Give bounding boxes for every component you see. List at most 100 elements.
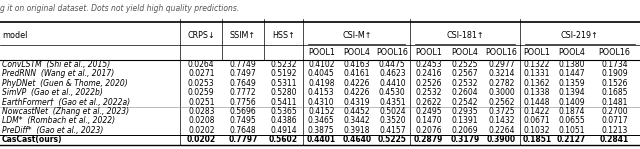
Text: 0.0202: 0.0202 bbox=[187, 135, 216, 144]
Text: 0.4386: 0.4386 bbox=[270, 116, 297, 125]
Text: 0.2127: 0.2127 bbox=[557, 135, 586, 144]
Text: 0.0208: 0.0208 bbox=[188, 116, 214, 125]
Text: 0.3875: 0.3875 bbox=[308, 126, 335, 135]
Text: 0.2532: 0.2532 bbox=[415, 88, 442, 97]
Text: 0.4410: 0.4410 bbox=[379, 79, 406, 88]
Text: 0.1481: 0.1481 bbox=[601, 98, 628, 107]
Text: 0.4475: 0.4475 bbox=[379, 60, 406, 69]
Text: 0.5225: 0.5225 bbox=[378, 135, 407, 144]
Text: 0.5411: 0.5411 bbox=[270, 98, 297, 107]
Text: 0.5280: 0.5280 bbox=[270, 88, 297, 97]
Text: EarthFormer†  (Gao et al., 2022a): EarthFormer† (Gao et al., 2022a) bbox=[2, 98, 130, 107]
Text: 0.1526: 0.1526 bbox=[601, 79, 628, 88]
Text: model: model bbox=[3, 31, 28, 39]
Text: CRPS↓: CRPS↓ bbox=[188, 31, 215, 39]
Text: 0.4161: 0.4161 bbox=[344, 69, 370, 78]
Text: 0.1851: 0.1851 bbox=[522, 135, 552, 144]
Text: 0.5696: 0.5696 bbox=[230, 107, 256, 116]
Text: 0.4452: 0.4452 bbox=[344, 107, 370, 116]
Text: 0.2604: 0.2604 bbox=[452, 88, 478, 97]
Text: 0.1380: 0.1380 bbox=[558, 60, 585, 69]
Text: 0.4914: 0.4914 bbox=[270, 126, 297, 135]
Text: PhyDNet  (Guen & Thome, 2020): PhyDNet (Guen & Thome, 2020) bbox=[2, 79, 127, 88]
Text: 0.2977: 0.2977 bbox=[488, 60, 515, 69]
Text: 0.1874: 0.1874 bbox=[558, 107, 585, 116]
Text: 0.4623: 0.4623 bbox=[379, 69, 406, 78]
Text: 0.5192: 0.5192 bbox=[270, 69, 297, 78]
Text: POOL4: POOL4 bbox=[558, 48, 585, 57]
Text: 0.2453: 0.2453 bbox=[415, 60, 442, 69]
Text: 0.4102: 0.4102 bbox=[308, 60, 335, 69]
Text: 0.5024: 0.5024 bbox=[379, 107, 406, 116]
Text: 0.1909: 0.1909 bbox=[601, 69, 628, 78]
Text: CSI-M↑: CSI-M↑ bbox=[342, 31, 372, 39]
Text: 0.0259: 0.0259 bbox=[188, 88, 214, 97]
Text: POOL1: POOL1 bbox=[524, 48, 550, 57]
Text: 0.1338: 0.1338 bbox=[524, 88, 550, 97]
Text: 0.1359: 0.1359 bbox=[558, 79, 585, 88]
Text: 0.3725: 0.3725 bbox=[488, 107, 515, 116]
Text: 0.2562: 0.2562 bbox=[488, 98, 515, 107]
Text: 0.1213: 0.1213 bbox=[601, 126, 628, 135]
Text: 0.1470: 0.1470 bbox=[415, 116, 442, 125]
Text: 0.1409: 0.1409 bbox=[558, 98, 585, 107]
Text: 0.4226: 0.4226 bbox=[344, 88, 370, 97]
Text: 0.7497: 0.7497 bbox=[230, 69, 256, 78]
Text: 0.1032: 0.1032 bbox=[524, 126, 550, 135]
Text: 0.7648: 0.7648 bbox=[230, 126, 256, 135]
Text: 0.4157: 0.4157 bbox=[379, 126, 406, 135]
Text: CasCast(ours): CasCast(ours) bbox=[2, 135, 63, 144]
Text: 0.2542: 0.2542 bbox=[452, 98, 478, 107]
Text: 0.4351: 0.4351 bbox=[379, 98, 406, 107]
Text: 0.3900: 0.3900 bbox=[487, 135, 516, 144]
Text: NowcastNet  (Zhang et al., 2023): NowcastNet (Zhang et al., 2023) bbox=[2, 107, 129, 116]
Text: 0.1362: 0.1362 bbox=[524, 79, 550, 88]
Text: 0.3918: 0.3918 bbox=[344, 126, 370, 135]
Text: 0.3520: 0.3520 bbox=[379, 116, 406, 125]
Text: 0.4401: 0.4401 bbox=[307, 135, 336, 144]
Text: 0.1734: 0.1734 bbox=[601, 60, 628, 69]
Text: LDM*  (Rombach et al., 2022): LDM* (Rombach et al., 2022) bbox=[2, 116, 115, 125]
Text: 0.2567: 0.2567 bbox=[452, 69, 478, 78]
Text: PreDiff*  (Gao et al., 2023): PreDiff* (Gao et al., 2023) bbox=[2, 126, 103, 135]
Text: 0.1685: 0.1685 bbox=[601, 88, 628, 97]
Text: ConvLSTM  (Shi et al., 2015): ConvLSTM (Shi et al., 2015) bbox=[2, 60, 110, 69]
Text: SSIM↑: SSIM↑ bbox=[230, 31, 256, 39]
Text: 0.0251: 0.0251 bbox=[188, 98, 214, 107]
Text: 0.4319: 0.4319 bbox=[344, 98, 370, 107]
Text: 0.0253: 0.0253 bbox=[188, 79, 214, 88]
Text: g it on original dataset. Dots not yield high quality predictions.: g it on original dataset. Dots not yield… bbox=[0, 4, 239, 13]
Text: 0.2935: 0.2935 bbox=[452, 107, 478, 116]
Text: POOL1: POOL1 bbox=[308, 48, 335, 57]
Text: 0.2879: 0.2879 bbox=[414, 135, 443, 144]
Text: 0.4640: 0.4640 bbox=[342, 135, 371, 144]
Text: 0.0655: 0.0655 bbox=[558, 116, 585, 125]
Text: 0.4045: 0.4045 bbox=[308, 69, 335, 78]
Text: POOL4: POOL4 bbox=[452, 48, 478, 57]
Text: POOL16: POOL16 bbox=[376, 48, 408, 57]
Text: 0.1391: 0.1391 bbox=[452, 116, 478, 125]
Text: 0.0264: 0.0264 bbox=[188, 60, 214, 69]
Text: 0.4530: 0.4530 bbox=[379, 88, 406, 97]
Text: 0.1322: 0.1322 bbox=[524, 60, 550, 69]
Text: CSI-181↑: CSI-181↑ bbox=[446, 31, 484, 39]
Text: 0.5311: 0.5311 bbox=[270, 79, 297, 88]
Text: POOL1: POOL1 bbox=[415, 48, 442, 57]
Text: 0.4152: 0.4152 bbox=[308, 107, 335, 116]
Text: HSS↑: HSS↑ bbox=[272, 31, 295, 39]
Text: 0.0671: 0.0671 bbox=[524, 116, 550, 125]
Text: 0.1447: 0.1447 bbox=[558, 69, 585, 78]
Text: 0.7749: 0.7749 bbox=[230, 60, 256, 69]
Text: 0.4198: 0.4198 bbox=[308, 79, 335, 88]
Text: 0.0271: 0.0271 bbox=[188, 69, 214, 78]
Text: 0.4153: 0.4153 bbox=[308, 88, 335, 97]
Text: 0.3442: 0.3442 bbox=[344, 116, 370, 125]
Text: 0.2525: 0.2525 bbox=[452, 60, 478, 69]
Text: 0.2069: 0.2069 bbox=[452, 126, 478, 135]
Text: 0.7797: 0.7797 bbox=[228, 135, 258, 144]
Text: 0.0717: 0.0717 bbox=[601, 116, 628, 125]
Text: 0.7649: 0.7649 bbox=[230, 79, 256, 88]
Text: 0.2416: 0.2416 bbox=[415, 69, 442, 78]
Text: POOL16: POOL16 bbox=[486, 48, 517, 57]
Text: 0.1394: 0.1394 bbox=[558, 88, 585, 97]
